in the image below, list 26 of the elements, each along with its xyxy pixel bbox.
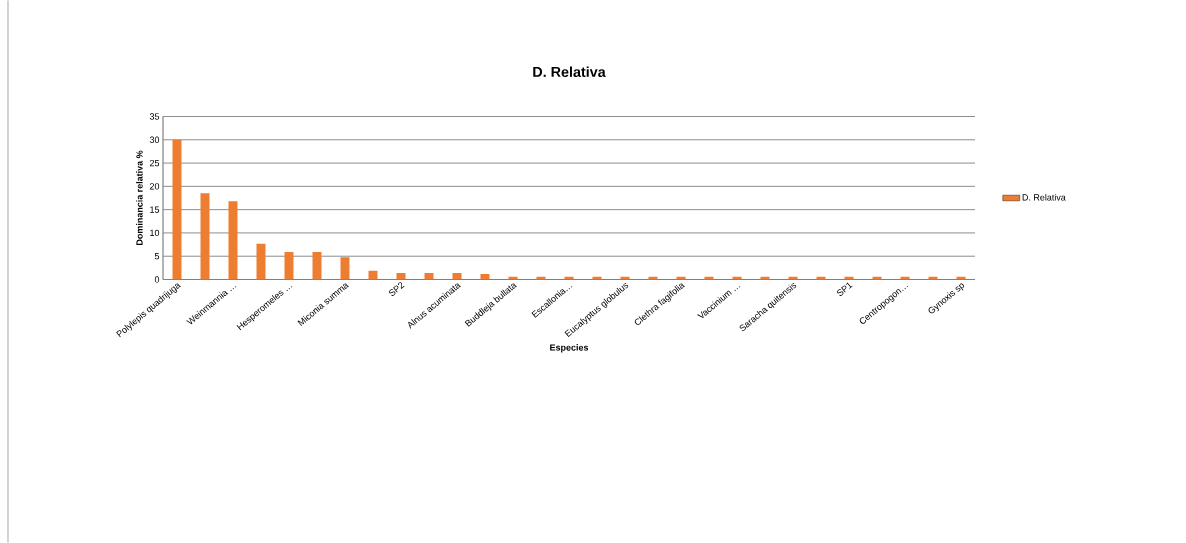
y-tick-label: 30	[149, 136, 160, 143]
legend-label: D. Relativa	[1022, 194, 1066, 201]
x-tick-label: SP2	[389, 282, 405, 296]
bar	[256, 243, 266, 280]
y-tick-label: 35	[149, 113, 160, 120]
y-tick-label: 0	[154, 276, 160, 283]
bar	[172, 139, 182, 280]
bar	[480, 273, 490, 280]
y-tick-label: 10	[150, 229, 160, 237]
bar	[200, 193, 210, 280]
bar	[312, 252, 322, 280]
x-tick-label: SP1	[837, 282, 853, 296]
y-axis-title: Dominancia relativa %	[136, 150, 143, 245]
bar	[396, 272, 406, 280]
y-tick-label: 25	[149, 159, 160, 167]
bar	[368, 270, 378, 280]
bar	[452, 272, 462, 280]
bar	[340, 257, 350, 280]
x-axis-title: Especies	[550, 344, 589, 353]
chart-title: D. Relativa	[533, 66, 606, 77]
y-tick-label: 20	[149, 183, 160, 190]
bar	[284, 252, 294, 280]
bar	[228, 201, 238, 280]
y-tick-label: 5	[154, 253, 160, 260]
y-tick-label: 15	[150, 206, 160, 213]
bar	[424, 272, 434, 280]
